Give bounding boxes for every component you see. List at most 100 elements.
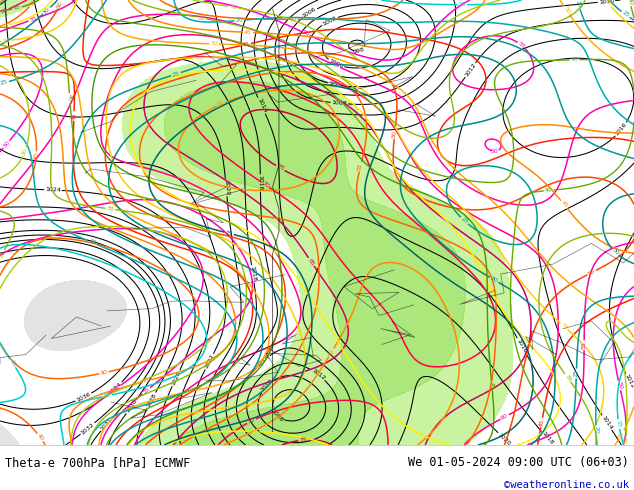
Text: 1020: 1020 bbox=[497, 432, 512, 446]
Text: 998: 998 bbox=[353, 47, 365, 55]
Text: 45: 45 bbox=[242, 41, 250, 48]
Text: 40: 40 bbox=[545, 188, 553, 194]
Text: 60: 60 bbox=[216, 100, 225, 108]
Text: 40: 40 bbox=[34, 152, 39, 160]
Text: 50: 50 bbox=[392, 130, 398, 138]
Text: 1004: 1004 bbox=[328, 81, 344, 89]
Text: 40: 40 bbox=[67, 94, 72, 102]
Text: 40: 40 bbox=[36, 433, 44, 442]
Text: 1010: 1010 bbox=[598, 0, 614, 5]
Text: 70: 70 bbox=[261, 180, 269, 189]
Text: 60: 60 bbox=[207, 210, 217, 218]
Text: 1002: 1002 bbox=[321, 15, 338, 26]
Text: 55: 55 bbox=[2, 38, 11, 44]
Text: 1014: 1014 bbox=[600, 415, 613, 431]
Text: 40: 40 bbox=[571, 57, 579, 62]
Text: 15: 15 bbox=[8, 359, 17, 368]
Text: ©weatheronline.co.uk: ©weatheronline.co.uk bbox=[504, 480, 629, 490]
Text: 60: 60 bbox=[0, 23, 9, 29]
Text: 1018: 1018 bbox=[540, 431, 554, 446]
Text: 1032: 1032 bbox=[80, 422, 95, 436]
Text: 40: 40 bbox=[626, 0, 633, 6]
Text: 55: 55 bbox=[29, 0, 37, 7]
Text: 1031: 1031 bbox=[100, 416, 114, 432]
Text: 45: 45 bbox=[489, 381, 495, 390]
Text: 30: 30 bbox=[131, 379, 140, 387]
Text: 60: 60 bbox=[250, 429, 259, 434]
Text: 1024: 1024 bbox=[45, 187, 61, 193]
Text: 30: 30 bbox=[229, 4, 238, 10]
Text: 40: 40 bbox=[288, 17, 297, 22]
Text: 60: 60 bbox=[327, 348, 335, 357]
Text: 1014: 1014 bbox=[256, 98, 267, 114]
Text: 25: 25 bbox=[574, 369, 579, 377]
Text: 30: 30 bbox=[623, 437, 629, 444]
Text: 1034: 1034 bbox=[108, 381, 123, 395]
Text: 35: 35 bbox=[564, 373, 572, 383]
Text: 50: 50 bbox=[587, 269, 596, 276]
Text: 15: 15 bbox=[103, 392, 112, 399]
Text: 45: 45 bbox=[560, 200, 569, 209]
Text: 60: 60 bbox=[500, 413, 509, 421]
Text: 30: 30 bbox=[42, 6, 51, 15]
Text: 1008: 1008 bbox=[332, 100, 347, 106]
Text: 55: 55 bbox=[29, 16, 37, 23]
Text: 55: 55 bbox=[559, 322, 569, 331]
Text: We 01-05-2024 09:00 UTC (06+03): We 01-05-2024 09:00 UTC (06+03) bbox=[408, 456, 629, 468]
Text: 45: 45 bbox=[538, 418, 545, 427]
Text: 55: 55 bbox=[331, 62, 340, 69]
Text: 20: 20 bbox=[574, 0, 582, 9]
Text: 30: 30 bbox=[611, 247, 619, 256]
Text: 50: 50 bbox=[490, 148, 498, 154]
Text: 50: 50 bbox=[210, 41, 218, 47]
Text: 50: 50 bbox=[186, 388, 195, 394]
Text: 35: 35 bbox=[197, 15, 206, 21]
Text: 65: 65 bbox=[307, 257, 316, 267]
Text: 1022: 1022 bbox=[204, 353, 215, 370]
Text: 50: 50 bbox=[112, 384, 121, 392]
Text: 45: 45 bbox=[13, 5, 22, 11]
Text: 50: 50 bbox=[56, 0, 64, 9]
Text: 55: 55 bbox=[142, 387, 151, 395]
Text: 1012: 1012 bbox=[310, 368, 326, 381]
Text: 20: 20 bbox=[235, 18, 243, 23]
Text: 1026: 1026 bbox=[171, 370, 181, 386]
Text: 50: 50 bbox=[2, 140, 11, 149]
Text: 1008: 1008 bbox=[269, 408, 284, 422]
Text: 1016: 1016 bbox=[515, 338, 527, 354]
Text: 25: 25 bbox=[460, 216, 469, 225]
Text: 30: 30 bbox=[489, 276, 499, 284]
Text: 35: 35 bbox=[0, 250, 6, 259]
Text: 55: 55 bbox=[357, 162, 364, 171]
Text: 1016: 1016 bbox=[258, 175, 263, 191]
Text: 40: 40 bbox=[100, 369, 108, 376]
Text: 15: 15 bbox=[458, 2, 466, 7]
Text: 55: 55 bbox=[517, 41, 526, 50]
Text: 30: 30 bbox=[21, 147, 29, 156]
Text: 25: 25 bbox=[171, 71, 181, 78]
Text: 60: 60 bbox=[0, 7, 9, 15]
Text: 1012: 1012 bbox=[463, 62, 477, 78]
Text: Theta-e 700hPa [hPa] ECMWF: Theta-e 700hPa [hPa] ECMWF bbox=[5, 456, 190, 468]
Text: 50: 50 bbox=[618, 430, 626, 439]
Text: 1010: 1010 bbox=[260, 378, 275, 393]
Text: 20: 20 bbox=[87, 239, 97, 246]
Text: 20: 20 bbox=[593, 426, 598, 434]
Text: 1018: 1018 bbox=[249, 266, 256, 282]
Text: 35: 35 bbox=[106, 206, 115, 212]
Text: 15: 15 bbox=[616, 420, 622, 428]
Text: 50: 50 bbox=[562, 6, 571, 15]
Text: 35: 35 bbox=[224, 230, 233, 237]
Text: 1014: 1014 bbox=[256, 354, 271, 368]
Text: 25: 25 bbox=[621, 10, 630, 19]
Text: 75: 75 bbox=[276, 164, 285, 172]
Text: 1020: 1020 bbox=[223, 179, 230, 196]
Text: 45: 45 bbox=[142, 377, 151, 384]
Text: 50: 50 bbox=[616, 381, 623, 390]
Text: 1028: 1028 bbox=[146, 392, 157, 408]
Text: 45: 45 bbox=[244, 30, 252, 35]
Text: 1006: 1006 bbox=[302, 7, 318, 19]
Text: 1016: 1016 bbox=[614, 122, 628, 137]
Text: 50: 50 bbox=[301, 29, 310, 37]
Text: 1012: 1012 bbox=[624, 374, 634, 390]
